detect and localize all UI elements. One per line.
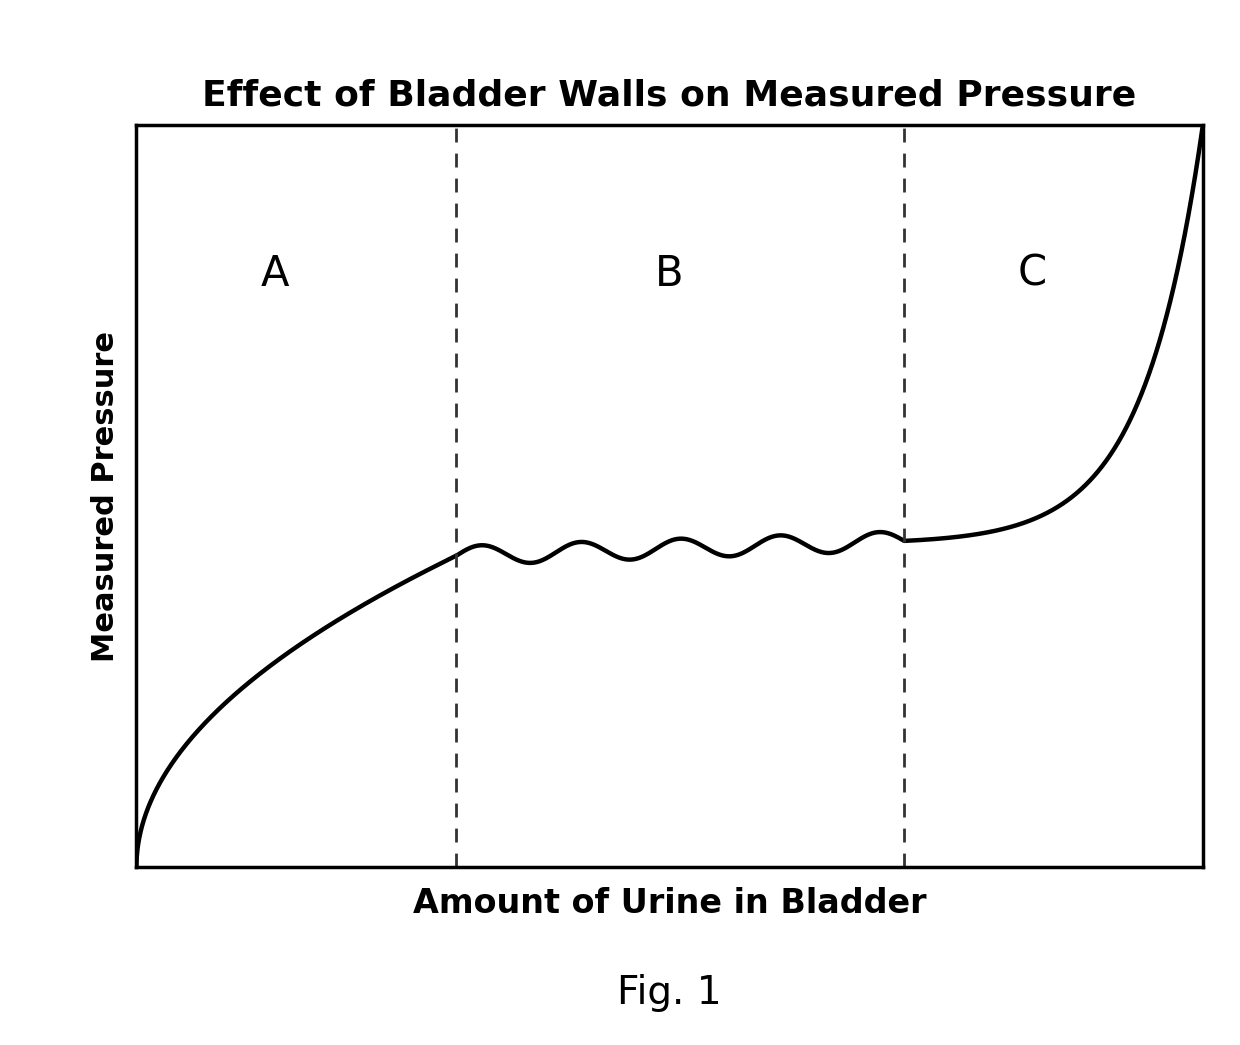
Text: A: A — [260, 253, 289, 295]
Text: Fig. 1: Fig. 1 — [618, 974, 722, 1012]
Title: Effect of Bladder Walls on Measured Pressure: Effect of Bladder Walls on Measured Pres… — [202, 79, 1137, 113]
Text: C: C — [1018, 253, 1047, 295]
Y-axis label: Measured Pressure: Measured Pressure — [91, 331, 120, 661]
Text: B: B — [655, 253, 684, 295]
X-axis label: Amount of Urine in Bladder: Amount of Urine in Bladder — [413, 887, 926, 920]
